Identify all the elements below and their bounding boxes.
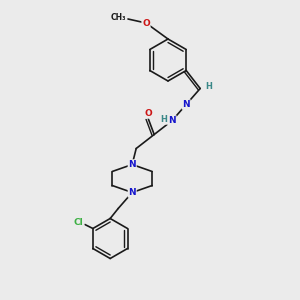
Text: O: O: [144, 109, 152, 118]
Text: H: H: [161, 115, 168, 124]
Text: N: N: [168, 116, 176, 125]
Text: O: O: [142, 19, 150, 28]
Text: N: N: [182, 100, 190, 109]
Text: H: H: [206, 82, 213, 91]
Text: N: N: [128, 188, 136, 197]
Text: N: N: [128, 160, 136, 169]
Text: CH₃: CH₃: [110, 14, 126, 22]
Text: Cl: Cl: [74, 218, 84, 227]
